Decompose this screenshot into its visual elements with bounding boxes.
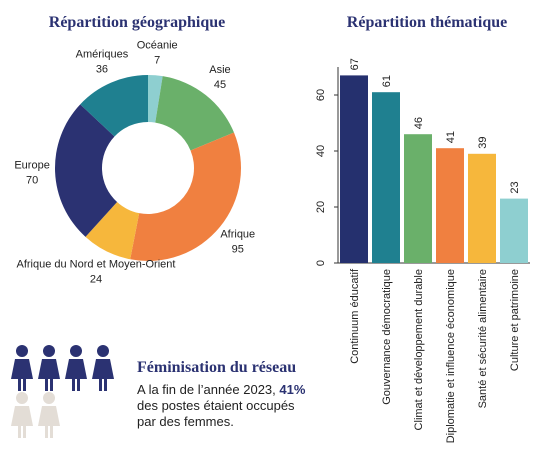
y-tick-label: 60 (315, 89, 327, 101)
x-tick-label: Culture et patrimoine (509, 269, 521, 371)
slice-label: Océanie (137, 39, 178, 51)
slice-value: 7 (154, 54, 160, 66)
slice-value: 45 (214, 79, 226, 91)
highlight: 41% (279, 382, 305, 397)
slice-label: Europe (14, 160, 49, 172)
donut-slice (85, 202, 140, 260)
x-tick-label: Diplomatie et influence économique (445, 269, 457, 443)
value-label: 39 (477, 137, 489, 149)
pie-title: Répartition géographique (49, 14, 225, 31)
text-line: par des femmes. (137, 414, 234, 429)
text-line: des postes étaient occupés (137, 398, 295, 413)
bar (340, 75, 368, 264)
bar-title: Répartition thématique (347, 14, 507, 31)
bar (468, 153, 496, 263)
donut-slice (55, 104, 118, 237)
text-line: A la fin de l’année 2023, (137, 382, 276, 397)
slice-label: Asie (209, 64, 230, 76)
feminisation-text: A la fin de l’année 2023, 41% (137, 382, 306, 397)
bar (500, 198, 528, 263)
x-tick-label: Gouvernance démocratique (381, 269, 393, 405)
y-tick-label: 0 (315, 260, 327, 266)
bar (372, 92, 400, 263)
women-icons (11, 345, 114, 438)
slice-label: Afrique du Nord et Moyen-Orient (16, 259, 175, 271)
x-tick-label: Continuum éducatif (349, 268, 361, 364)
value-label: 61 (381, 75, 393, 87)
slice-label: Afrique (220, 228, 255, 240)
value-label: 46 (413, 117, 425, 129)
feminisation-title: Féminisation du réseau (137, 359, 296, 376)
donut-slice (130, 132, 241, 261)
slice-label: Amériques (76, 49, 129, 61)
slice-value: 24 (90, 274, 102, 286)
bar (404, 134, 432, 263)
donut-slice (80, 75, 148, 137)
value-label: 23 (509, 181, 521, 193)
x-tick-label: Climat et développement durable (413, 269, 425, 430)
y-tick-label: 20 (315, 201, 327, 213)
slice-value: 70 (26, 175, 38, 187)
donut-slice (148, 75, 163, 123)
x-tick-label: Santé et sécurité alimentaire (477, 269, 489, 408)
bar (436, 148, 464, 263)
slice-value: 36 (96, 64, 108, 76)
donut-slice (155, 76, 234, 151)
slice-value: 95 (232, 243, 244, 255)
y-tick-label: 40 (315, 145, 327, 157)
value-label: 41 (445, 131, 457, 143)
value-label: 67 (349, 58, 361, 70)
